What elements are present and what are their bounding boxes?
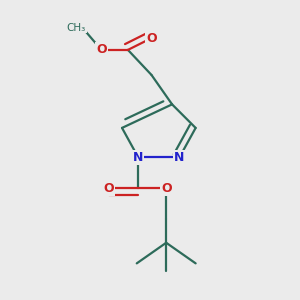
Text: O: O xyxy=(146,32,157,45)
Text: O: O xyxy=(96,44,107,56)
Text: N: N xyxy=(133,151,143,164)
Text: CH₃: CH₃ xyxy=(67,23,86,33)
Text: O: O xyxy=(103,182,114,195)
Text: N: N xyxy=(174,151,184,164)
Text: O: O xyxy=(161,182,172,195)
